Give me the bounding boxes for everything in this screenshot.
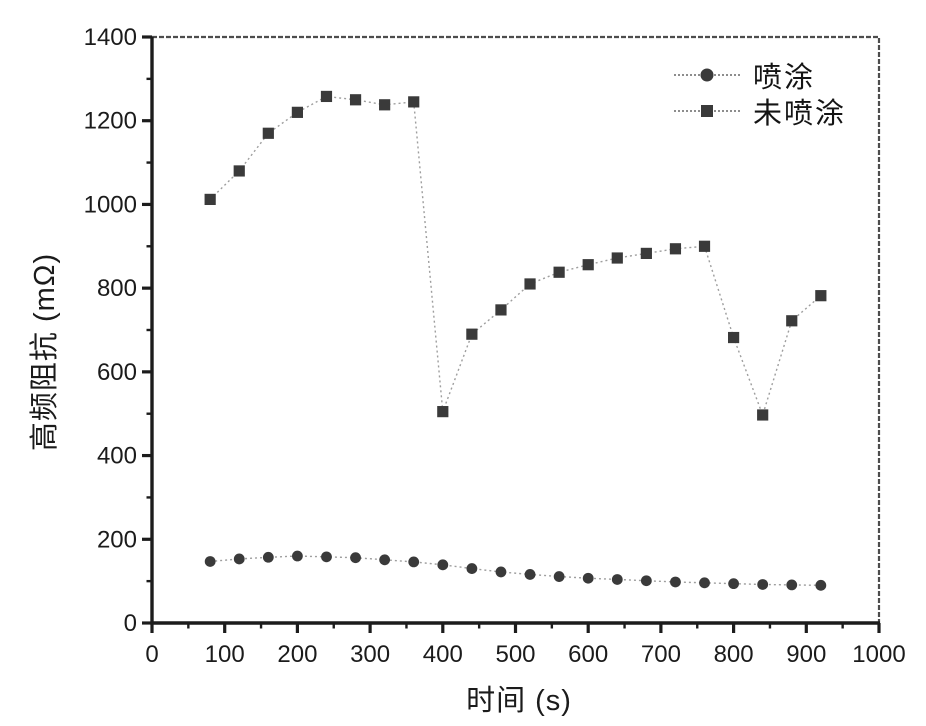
x-tick-label: 0: [145, 641, 158, 668]
data-point-square: [262, 127, 274, 139]
data-point-circle: [582, 572, 594, 584]
x-axis-title: 时间 (s): [466, 685, 572, 717]
y-tick-label: 1200: [84, 108, 137, 135]
x-tick-label: 200: [277, 641, 317, 668]
plot-frame: [152, 35, 881, 623]
data-point-circle: [611, 574, 623, 585]
x-tick-label: 700: [641, 641, 681, 668]
legend-label-unsprayed: 未喷涂: [753, 97, 847, 130]
legend-label-sprayed: 喷涂: [753, 61, 816, 94]
data-point-square: [320, 90, 333, 103]
y-tick-label: 200: [97, 526, 137, 553]
x-tick-label: 400: [423, 641, 463, 668]
data-point-circle: [640, 575, 652, 587]
series-line-0: [210, 555, 821, 587]
circle-marker-icon: [674, 67, 740, 83]
legend-item-sprayed: 喷涂: [674, 57, 846, 94]
data-point-square: [815, 290, 827, 302]
data-point-square: [582, 259, 594, 271]
y-tick-label: 1400: [84, 24, 137, 51]
data-point-square: [757, 409, 769, 421]
legend: 喷涂 未喷涂: [674, 57, 846, 130]
data-point-square: [233, 165, 245, 177]
y-tick-label: 600: [97, 359, 137, 386]
data-point-square: [553, 266, 565, 278]
x-tick-label: 500: [495, 641, 535, 668]
data-point-square: [728, 331, 740, 344]
data-point-square: [408, 96, 420, 108]
data-point-circle: [437, 559, 449, 571]
data-point-circle: [815, 579, 827, 591]
data-point-square: [349, 94, 362, 106]
data-point-circle: [262, 551, 274, 563]
y-tick-label: 0: [124, 610, 137, 637]
data-point-circle: [524, 569, 536, 580]
data-point-circle: [670, 576, 681, 588]
x-tick-label: 800: [714, 641, 754, 668]
data-point-circle: [292, 550, 303, 562]
legend-item-unsprayed: 未喷涂: [674, 93, 846, 130]
data-point-square: [437, 406, 449, 418]
y-tick-label: 400: [97, 443, 137, 470]
data-point-square: [524, 278, 536, 290]
data-point-square: [611, 252, 623, 264]
data-point-square: [291, 106, 303, 118]
data-point-square: [669, 243, 682, 255]
data-point-circle: [699, 577, 710, 589]
y-tick-label: 800: [97, 275, 137, 302]
data-point-square: [640, 247, 652, 260]
data-point-square: [698, 240, 711, 252]
data-point-circle: [379, 554, 391, 566]
series-line-1: [209, 95, 822, 418]
data-point-circle: [408, 556, 420, 568]
data-point-square: [204, 193, 216, 206]
data-point-circle: [495, 566, 507, 578]
y-axis-title: 高频阻抗 (mΩ): [29, 252, 61, 452]
data-point-circle: [204, 556, 216, 567]
x-tick-label: 300: [350, 641, 390, 668]
data-point-circle: [466, 563, 478, 574]
data-point-circle: [233, 553, 245, 565]
data-point-circle: [321, 551, 332, 563]
x-tick-label: 600: [568, 641, 608, 668]
data-point-square: [379, 99, 391, 111]
data-point-circle: [728, 578, 739, 590]
data-point-square: [466, 328, 478, 340]
x-tick-label: 1000: [852, 641, 905, 668]
data-point-circle: [757, 579, 769, 590]
data-point-square: [495, 304, 507, 316]
y-tick-label: 1000: [84, 191, 137, 218]
x-tick-label: 900: [786, 641, 826, 668]
data-point-circle: [553, 571, 565, 582]
square-marker-icon: [674, 103, 740, 119]
x-tick-label: 100: [205, 641, 245, 668]
data-point-circle: [786, 579, 798, 591]
data-point-square: [786, 315, 798, 327]
data-point-circle: [350, 552, 361, 564]
